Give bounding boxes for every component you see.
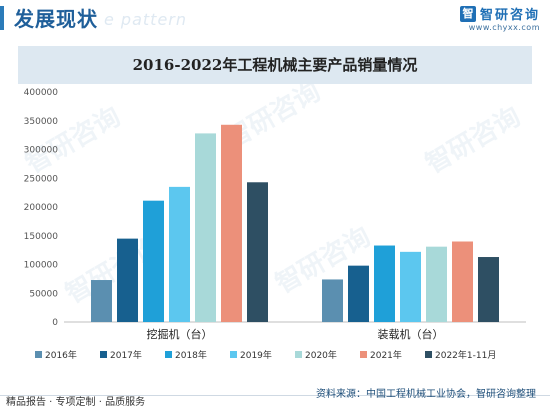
legend-swatch (425, 351, 432, 358)
y-tick-label: 400000 (24, 88, 59, 98)
footer: 精品报告 · 专项定制 · 品质服务 资料来源：中国工程机械工业协会，智研咨询整… (0, 383, 550, 413)
header-accent (0, 6, 4, 30)
chart-title-band (18, 46, 532, 84)
bar-2018年-装载机（台） (374, 245, 395, 322)
bar-2020年-挖掘机（台） (195, 133, 216, 322)
legend-label: 2018年 (175, 349, 207, 361)
legend-swatch (100, 351, 107, 358)
y-tick-label: 100000 (24, 261, 59, 271)
bar-2016年-装载机（台） (322, 279, 343, 322)
legend-label: 2016年 (45, 349, 77, 361)
bar-2019年-挖掘机（台） (169, 186, 190, 322)
bar-2019年-装载机（台） (400, 251, 421, 322)
bar-2020年-装载机（台） (426, 246, 447, 322)
y-tick-label: 350000 (24, 117, 59, 127)
legend-label: 2022年1-11月 (435, 349, 496, 361)
legend-swatch (165, 351, 172, 358)
x-category-label: 装载机（台） (378, 327, 444, 341)
y-tick-label: 300000 (24, 146, 59, 156)
bar-2022年1-11月-挖掘机（台） (247, 182, 268, 322)
source-note: 资料来源：中国工程机械工业协会，智研咨询整理 (316, 389, 536, 400)
legend-swatch (360, 351, 367, 358)
bar-2017年-装载机（台） (348, 265, 369, 322)
legend-label: 2021年 (370, 349, 402, 361)
x-category-label: 挖掘机（台） (147, 327, 213, 341)
y-tick-label: 250000 (24, 174, 59, 184)
legend-swatch (35, 351, 42, 358)
legend-swatch (230, 351, 237, 358)
brand-name: 智研咨询 (479, 8, 540, 23)
bar-2022年1-11月-装载机（台） (478, 257, 499, 322)
header: 发展现状 e pattern 智 智研咨询 www.chyxx.com (0, 0, 550, 36)
legend-label: 2020年 (305, 349, 337, 361)
chart-container: 2016-2022年工程机械主要产品销量情况 0 50000 100000 15000… (18, 46, 532, 381)
footer-divider (0, 395, 550, 396)
bar-2016年-挖掘机（台） (91, 280, 112, 322)
footer-slogan: 精品报告 · 专项定制 · 品质服务 (6, 397, 146, 408)
y-tick-label: 50000 (29, 289, 58, 299)
y-tick-label: 150000 (24, 232, 59, 242)
bar-2018年-挖掘机（台） (143, 200, 164, 322)
brand-logo-icon: 智 (459, 5, 476, 22)
bar-chart: 0 50000 100000 150000 200000 250000 300000 3500… (24, 88, 526, 361)
brand-url[interactable]: www.chyxx.com (468, 23, 540, 32)
bar-2021年-挖掘机（台） (221, 124, 242, 323)
y-tick-label: 0 (52, 318, 58, 328)
legend-label: 2019年 (240, 349, 272, 361)
bar-2021年-装载机（台） (452, 241, 473, 322)
legend-label: 2017年 (110, 349, 142, 361)
bar-2017年-挖掘机（台） (117, 238, 138, 322)
y-tick-label: 200000 (24, 203, 59, 213)
chart-title: 2016-2022年工程机械主要产品销量情况 (132, 56, 418, 74)
legend-swatch (295, 351, 302, 358)
header-ghost-text: e pattern (104, 10, 187, 29)
brand[interactable]: 智 智研咨询 www.chyxx.com (459, 4, 540, 32)
section-title: 发展现状 (14, 7, 98, 31)
